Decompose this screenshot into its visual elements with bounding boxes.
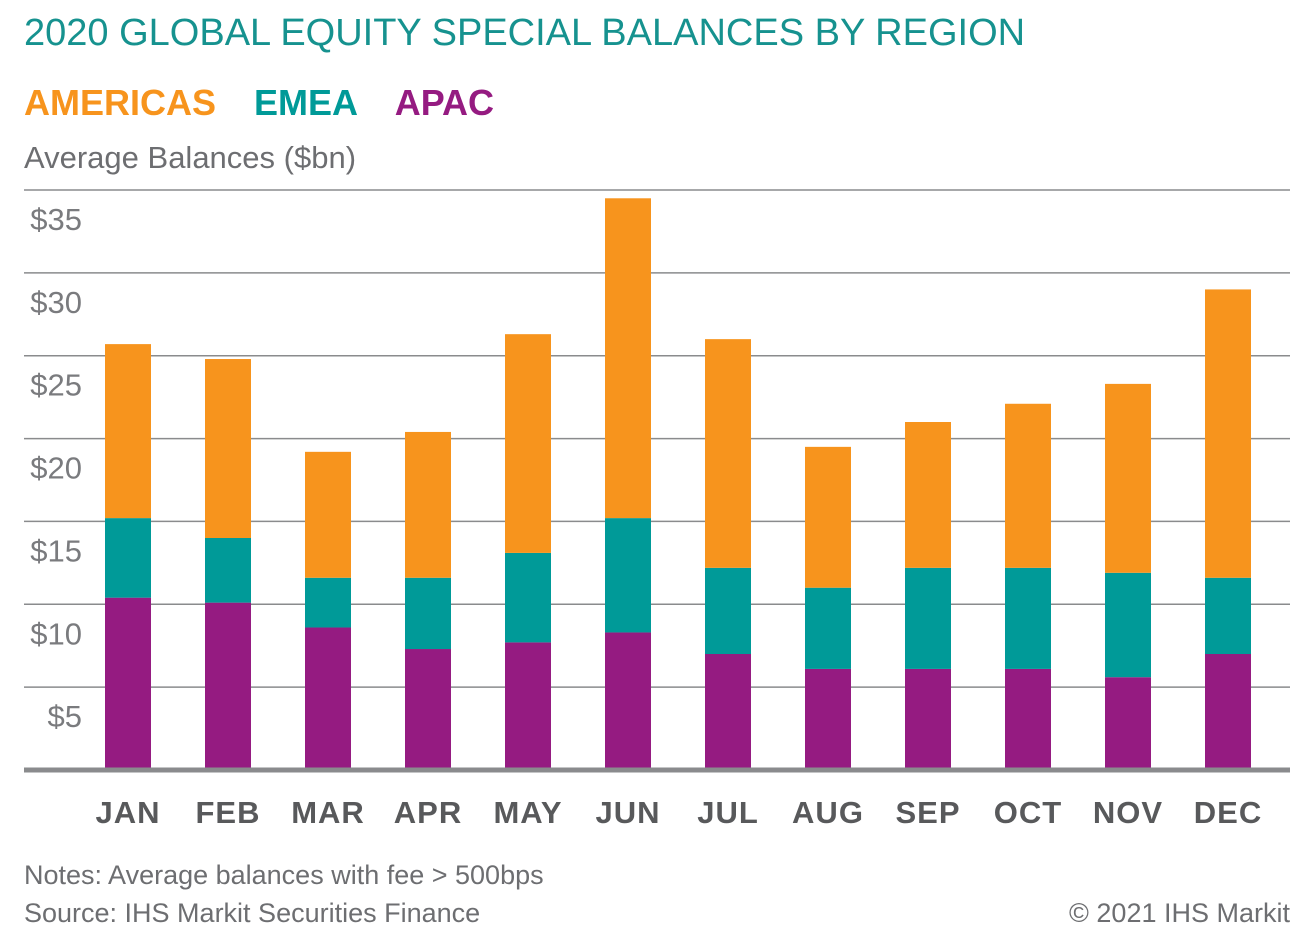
x-tick-label: JUL [697,795,759,830]
x-tick-label: JUN [595,795,660,830]
bar-emea-nov [1105,572,1151,678]
y-axis-label: Average Balances ($bn) [24,140,357,175]
bar-apac-aug [805,668,851,770]
y-tick-label: $30 [30,285,82,320]
bar-apac-may [505,642,551,770]
bar-americas-jul [705,339,751,568]
bar-apac-mar [305,627,351,770]
bar-americas-dec [1205,289,1251,578]
x-tick-label: AUG [792,795,864,830]
bar-americas-may [505,334,551,553]
bar-americas-jun [605,198,651,519]
x-tick-label: APR [394,795,462,830]
bar-emea-mar [305,577,351,628]
bar-emea-jul [705,567,751,654]
x-tick-label: MAY [493,795,562,830]
x-tick-label: SEP [895,795,960,830]
chart-title: 2020 GLOBAL EQUITY SPECIAL BALANCES BY R… [24,12,1026,54]
y-tick-label: $20 [30,451,82,486]
notes: Notes: Average balances with fee > 500bp… [24,860,544,890]
x-tick-label: FEB [196,795,261,830]
bar-americas-jan [105,344,151,519]
bar-apac-jun [605,632,651,770]
source: Source: IHS Markit Securities Finance [24,898,481,928]
legend-apac: APAC [394,82,495,123]
bar-americas-oct [1005,403,1051,568]
x-tick-label: MAR [291,795,365,830]
legend-americas: AMERICAS [24,82,217,123]
bar-apac-oct [1005,668,1051,770]
bar-americas-feb [205,359,251,538]
bar-emea-aug [805,587,851,669]
legend-emea: EMEA [254,82,359,123]
y-tick-label: $5 [48,699,82,734]
bar-apac-apr [405,649,451,770]
y-tick-label: $25 [30,368,82,403]
x-tick-label: JAN [95,795,160,830]
bar-apac-sep [905,668,951,770]
bar-emea-oct [1005,567,1051,669]
bar-apac-jul [705,654,751,770]
bar-americas-apr [405,431,451,578]
y-tick-label: $35 [30,202,82,237]
bar-emea-dec [1205,577,1251,654]
bar-apac-feb [205,602,251,770]
x-tick-label: NOV [1093,795,1163,830]
bar-emea-sep [905,567,951,669]
x-tick-label: OCT [994,795,1062,830]
bar-emea-apr [405,577,451,650]
bar-emea-jan [105,518,151,598]
bar-apac-dec [1205,654,1251,770]
x-tick-label: DEC [1194,795,1262,830]
bar-apac-jan [105,597,151,770]
bar-americas-nov [1105,383,1151,573]
y-tick-label: $15 [30,533,82,568]
copyright: © 2021 IHS Markit [1069,898,1290,928]
bar-emea-jun [605,518,651,633]
bar-emea-feb [205,538,251,603]
y-tick-label: $10 [30,616,82,651]
bar-americas-sep [905,422,951,568]
bar-americas-mar [305,451,351,578]
legend: AMERICAS EMEA APAC [24,82,522,124]
bar-apac-nov [1105,677,1151,770]
bar-americas-aug [805,446,851,588]
bar-emea-may [505,552,551,643]
